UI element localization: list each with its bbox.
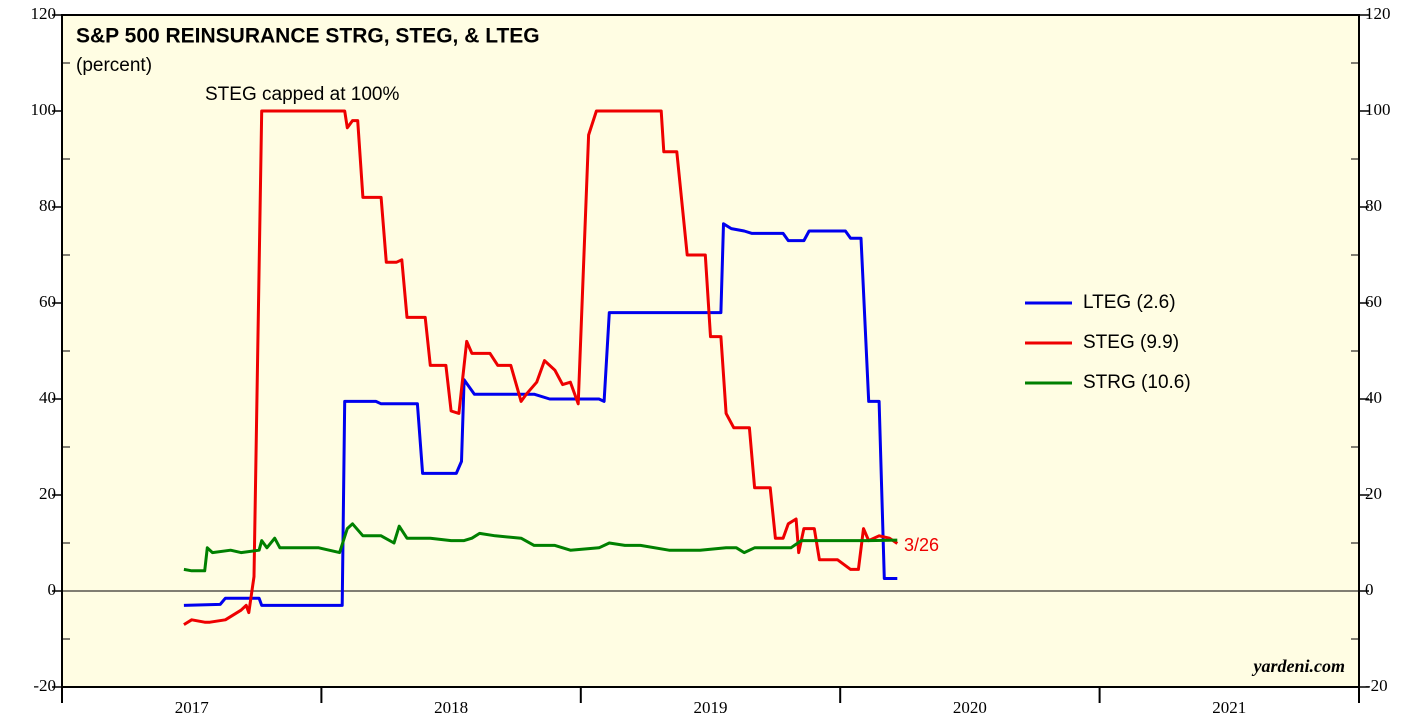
y2-tick-label: 40: [1365, 388, 1382, 407]
y2-tick-label: -20: [1365, 676, 1388, 695]
y-tick-label: 20: [39, 484, 56, 503]
chart-title: S&P 500 REINSURANCE STRG, STEG, & LTEG: [76, 25, 540, 48]
y-tick-label: 60: [39, 292, 56, 311]
legend-label: STRG (10.6): [1083, 372, 1191, 393]
y2-tick-label: 60: [1365, 292, 1382, 311]
plot-area: [61, 14, 1360, 688]
y2-tick-label: 80: [1365, 196, 1382, 215]
chart-subtitle: (percent): [76, 55, 152, 76]
series-line: [183, 222, 898, 607]
source: yardeni.com: [1252, 656, 1346, 676]
y2-tick-label: 100: [1365, 100, 1391, 119]
x-tick-label: 2020: [953, 698, 987, 717]
y-tick-label: 100: [31, 100, 57, 119]
y-tick-label: 120: [31, 4, 57, 23]
annotation: 3/26: [904, 535, 939, 555]
y-tick-label: 40: [39, 388, 56, 407]
annotation: STEG capped at 100%: [205, 84, 399, 105]
y-tick-label: 80: [39, 196, 56, 215]
y-tick-label: -20: [33, 676, 56, 695]
x-tick-label: 2017: [175, 698, 210, 717]
legend-label: LTEG (2.6): [1083, 292, 1176, 313]
x-tick-label: 2021: [1212, 698, 1246, 717]
series-line: [183, 109, 899, 626]
y2-tick-label: 0: [1365, 580, 1374, 599]
y-tick-label: 0: [48, 580, 57, 599]
series-line: [183, 522, 898, 573]
y2-tick-label: 120: [1365, 4, 1391, 23]
x-tick-label: 2018: [434, 698, 468, 717]
legend-label: STEG (9.9): [1083, 332, 1179, 353]
x-tick-label: 2019: [694, 698, 728, 717]
y2-tick-label: 20: [1365, 484, 1382, 503]
